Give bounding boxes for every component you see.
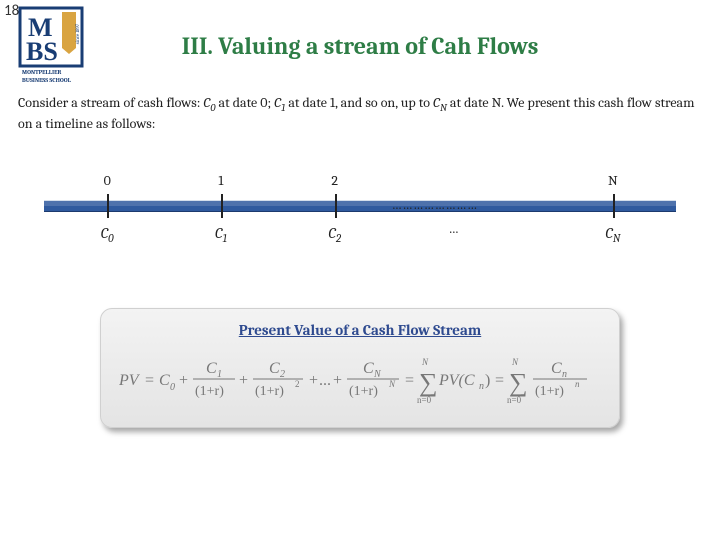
f-sum2-upper: N: [511, 357, 519, 367]
timeline-bot-1: C1: [215, 224, 227, 245]
f-den4: (1+r): [535, 384, 564, 399]
intro-mid1: at date 0;: [215, 94, 274, 111]
timeline: 0 C0 1 C1 2 C2 N CN …………………… …: [44, 168, 676, 278]
timeline-tick-2: [335, 194, 337, 218]
f-cN-sub: N: [373, 369, 382, 380]
f-pvcn-close: ): [485, 372, 490, 389]
timeline-dots: ……………………: [392, 198, 478, 213]
f-exp2: 2: [295, 379, 300, 389]
intro-cn: C: [433, 94, 440, 111]
timeline-top-n: N: [608, 172, 618, 189]
f-sigma1: ∑: [419, 368, 438, 397]
intro-mid2: at date 1, and so on, up to: [285, 94, 433, 111]
f-plus4: +: [333, 372, 342, 389]
f-c0-sub: 0: [170, 382, 175, 393]
f-cn2-sub: n: [562, 369, 567, 380]
timeline-top-2: 2: [331, 172, 338, 189]
timeline-bot-0: C0: [101, 224, 114, 245]
f-c2-sub: 2: [280, 369, 285, 380]
logo-caption-2: BUSINESS SCHOOL: [22, 77, 72, 84]
f-cN: C: [363, 360, 374, 377]
f-plus2: +: [239, 372, 248, 389]
f-pv: PV: [119, 372, 141, 389]
timeline-bot-0-sub: 0: [108, 232, 114, 245]
f-eq2: =: [405, 372, 414, 389]
timeline-bot-2-sub: 2: [336, 232, 341, 245]
timeline-bot-n-sub: N: [613, 232, 620, 245]
formula-box: Present Value of a Cash Flow Stream PV =…: [100, 308, 620, 428]
f-dots: ...: [319, 372, 331, 389]
timeline-tick-n: [613, 194, 615, 218]
f-sum1-lower: n=0: [417, 395, 432, 405]
f-c2: C: [269, 360, 280, 377]
f-plus1: +: [179, 372, 188, 389]
formula-svg: PV = C 0 + C 1 (1+r) + C 2 (1+r) 2 + ...…: [119, 353, 609, 409]
f-sigma2: ∑: [509, 368, 528, 397]
f-pvcn-sub: n: [479, 381, 484, 392]
f-den1: (1+r): [195, 384, 224, 399]
timeline-bar-highlight: [44, 200, 676, 206]
page-number: 18: [4, 2, 19, 20]
f-den2: (1+r): [255, 384, 284, 399]
f-c0: C: [159, 372, 170, 389]
section-title: III. Valuing a stream of Cah Flows: [0, 32, 720, 60]
logo-caption-1: MONTPELLIER: [22, 69, 61, 76]
f-cn2: C: [551, 360, 562, 377]
f-expN: N: [388, 379, 396, 389]
timeline-top-0: 0: [104, 172, 111, 189]
timeline-bot-2: C2: [328, 224, 341, 245]
f-pvcn: PV(C: [438, 372, 475, 389]
f-eq1: =: [145, 372, 154, 389]
timeline-bot-n: CN: [605, 224, 620, 245]
f-sum2-lower: n=0: [507, 395, 522, 405]
timeline-top-1: 1: [218, 172, 223, 189]
intro-paragraph: Consider a stream of cash flows: C0 at d…: [18, 94, 702, 134]
formula-title: Present Value of a Cash Flow Stream: [119, 321, 601, 339]
f-plus3: +: [309, 372, 318, 389]
timeline-tick-0: [107, 194, 109, 218]
f-expn: n: [575, 379, 580, 389]
intro-prefix: Consider a stream of cash flows:: [18, 94, 203, 111]
timeline-dots-2: …: [448, 222, 458, 237]
timeline-tick-1: [221, 194, 223, 218]
f-eq3: =: [495, 372, 504, 389]
f-c1: C: [206, 360, 217, 377]
f-sum1-upper: N: [421, 357, 429, 367]
timeline-bot-1-sub: 1: [222, 232, 226, 245]
intro-cn-sub: N: [440, 102, 447, 114]
f-den3: (1+r): [349, 384, 378, 399]
f-c1-sub: 1: [217, 369, 222, 380]
